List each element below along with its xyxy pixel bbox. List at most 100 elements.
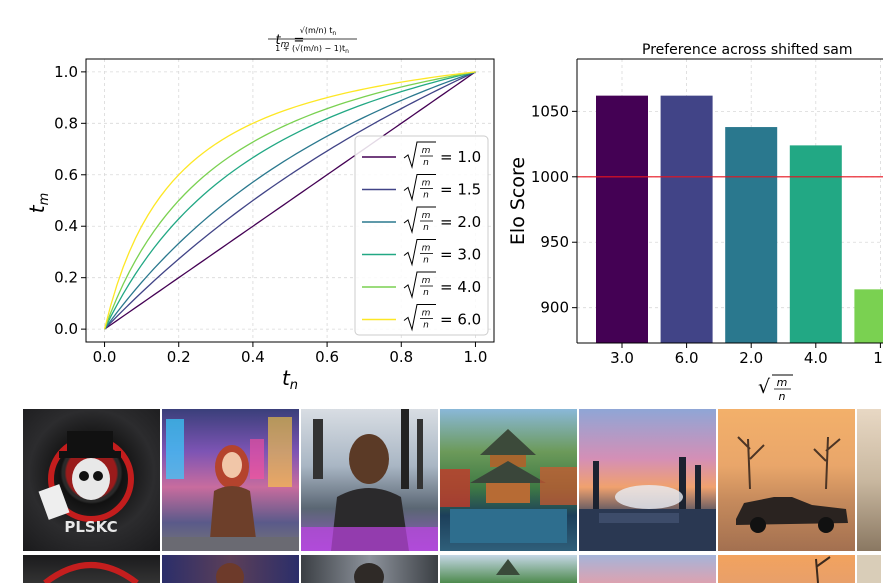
legend-frac-m: m [422,179,431,189]
legend-entry-1.5: mn = 1.5 [362,174,481,202]
thumb-skull-logo-shirt: PLSKC [23,409,160,551]
y-tick-label: 1000 [531,168,569,186]
legend-frac-m: m [422,146,431,156]
line-chart-frame [85,58,495,343]
legend-radical [403,141,436,169]
svg-text:PLSKC: PLSKC [64,518,117,536]
x-tick-label: 2.0 [739,349,763,367]
series-line-4 [103,71,476,330]
legend-frac-n: n [423,256,429,266]
series-line-2 [104,71,476,330]
svg-text:m: m [777,376,788,389]
line-chart-ylabel: tm [25,193,52,214]
thumb-skull-logo-shirt [23,555,160,583]
y-tick-label: 0.0 [54,320,78,338]
figure-charts: tm = √(m/n) tn 1 + (√(m/n) − 1)tn 0.0 0.2… [25,26,883,403]
line-chart-title: tm = [276,33,305,50]
legend-label: = 3.0 [440,246,481,264]
x-tick-label: 0.4 [241,348,265,366]
legend-entry-4: mn = 4.0 [362,271,481,299]
legend-frac-m: m [422,244,431,254]
thumb-industrial-sunset [579,409,716,551]
bar-chart-y-ticks: 900 950 1000 1050 [531,102,577,317]
line-chart-title-fraction: √(m/n) tn 1 + (√(m/n) − 1)tn [268,26,357,55]
x-tick-label: 3.0 [610,349,634,367]
bar-1. [854,289,883,343]
y-tick-label: 0.8 [54,114,78,132]
bar-chart-bars [596,95,883,343]
thumb-industrial-sunset [579,555,716,583]
bar-chart-x-ticks: 3.0 6.0 2.0 4.0 1. [610,343,883,367]
series-line-1.5 [104,71,476,330]
legend-label: = 6.0 [440,311,481,329]
thumb-partial-image [857,555,881,583]
legend-label: = 2.0 [440,213,481,231]
svg-text:√(m/n) tn: √(m/n) tn [300,26,337,37]
legend-entry-1: mn = 1.0 [362,141,481,169]
legend-frac-m: m [422,276,431,286]
legend-frac-n: n [423,288,429,298]
y-tick-label: 1050 [531,102,569,120]
legend-frac-m: m [422,211,431,221]
thumb-vintage-car-field [718,409,855,551]
series-line-3 [103,71,476,330]
x-tick-label: 1.0 [464,348,488,366]
legend-frac-m: m [422,309,431,319]
bar-6.0 [660,95,713,343]
x-tick-label: 0.0 [93,348,117,366]
y-tick-label: 0.6 [54,166,78,184]
legend-radical [403,304,436,332]
bar-4.0 [789,145,842,343]
legend-frac-n: n [423,158,429,168]
line-chart-x-ticks: 0.0 0.2 0.4 0.6 0.8 1.0 [93,342,488,366]
x-tick-label: 4.0 [804,349,828,367]
series-line-1 [104,71,476,330]
legend-frac-n: n [423,321,429,331]
line-chart-legend: mn = 1.0mn = 1.5mn = 2.0mn = 3.0mn = 4.0mn = 6… [354,135,489,336]
y-tick-label: 0.4 [54,217,78,235]
thumb-woman-times-square [162,409,299,551]
legend-radical [403,239,436,267]
legend-radical [403,271,436,299]
legend-entry-6: mn = 6.0 [362,304,481,332]
legend-frac-n: n [423,223,429,233]
y-tick-label: 1.0 [54,63,78,81]
legend-entry-2: mn = 2.0 [362,206,481,234]
bar-chart-xlabel: √ m n [758,374,793,403]
bar-chart-title: Preference across shifted sam [642,42,853,58]
line-chart-xlabel: tn [282,366,298,393]
sample-images-row-1: PLSKC [23,409,881,551]
legend-frac-n: n [423,191,429,201]
line-chart: tm = √(m/n) tn 1 + (√(m/n) − 1)tn 0.0 0.2… [25,26,495,393]
sample-images-row-2 [23,555,881,583]
legend-label: = 1.5 [440,181,481,199]
x-tick-label: 0.8 [389,348,413,366]
thumb-pagoda-pond [440,555,577,583]
legend-radical [403,174,436,202]
x-tick-label: 1. [873,349,883,367]
y-tick-label: 0.2 [54,269,78,287]
x-tick-label: 0.6 [315,348,339,366]
bar-chart: Preference across shifted sam 3.0 6.0 2.0 4… [507,42,883,403]
y-tick-label: 900 [540,299,569,317]
line-chart-series [103,71,476,330]
svg-text:1 + (√(m/n) − 1)tn: 1 + (√(m/n) − 1)tn [275,44,349,55]
thumb-vintage-car-field [718,555,855,583]
legend-label: = 4.0 [440,278,481,296]
svg-text:√: √ [758,376,771,398]
bar-2.0 [725,127,778,343]
legend-entry-3: mn = 3.0 [362,239,481,267]
thumb-pagoda-pond [440,409,577,551]
legend-label: = 1.0 [440,148,481,166]
x-tick-label: 0.2 [167,348,191,366]
y-tick-label: 950 [540,233,569,251]
thumb-man-leather-jacket [301,409,438,551]
thumb-man-leather-jacket [301,555,438,583]
legend-radical [403,206,436,234]
bar-3.0 [596,95,648,343]
x-tick-label: 6.0 [675,349,699,367]
thumb-woman-times-square [162,555,299,583]
series-line-6 [103,71,476,330]
svg-text:n: n [779,390,786,403]
thumb-partial-image [857,409,881,551]
